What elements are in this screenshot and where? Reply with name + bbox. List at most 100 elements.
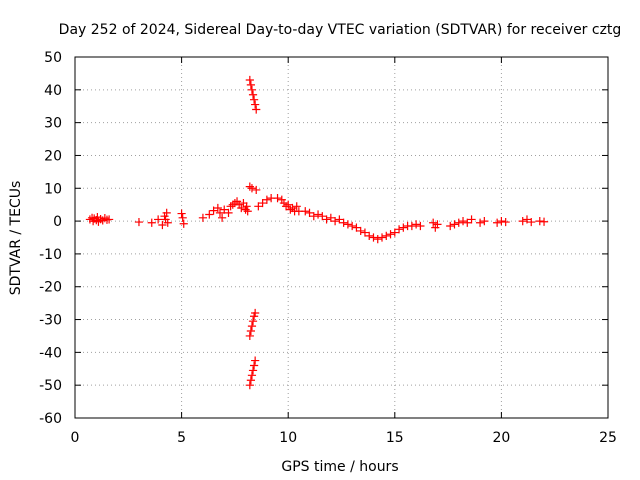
data-point [305,208,314,217]
data-point [497,216,506,226]
data-point [429,218,438,227]
data-point [252,185,261,195]
x-tick-label: 20 [492,430,510,446]
plot-frame [74,56,609,419]
data-point [246,326,255,336]
data-point [213,203,222,213]
data-point [147,218,156,227]
data-point [450,220,459,229]
data-point [215,208,225,217]
data-point [178,213,187,222]
data-point [309,212,318,221]
y-tick-label: 0 [53,214,62,230]
data-point [522,215,532,224]
data-point [284,200,293,209]
data-point [162,208,171,217]
y-tick-label: -30 [39,313,62,329]
data-point [339,218,348,227]
grid [75,57,608,418]
y-tick-label: 50 [44,50,62,66]
data-point [463,218,472,227]
data-point [386,230,395,239]
y-tick-label: 10 [44,181,62,197]
data-point [262,195,271,204]
data-point [251,356,260,365]
data-point [335,215,344,224]
data-point [518,216,527,226]
data-point [458,216,468,226]
y-tick-label: -60 [39,411,62,427]
data-point [177,209,186,218]
data-point [163,218,172,227]
data-point [273,194,282,203]
data-point [245,75,254,85]
y-tick-label: -50 [39,378,62,394]
data-point [249,312,259,321]
data-point [343,220,352,229]
data-point [356,226,365,236]
data-point [369,233,378,242]
y-tick-label: 40 [44,83,62,99]
y-tick-labels: 50 40 30 20 10 0 -10 -20 -30 -40 -50 -60 [39,50,62,427]
data-point [446,221,455,231]
x-tick-labels: 0 5 10 15 20 25 [71,430,617,446]
data-point [382,231,391,240]
data-points [85,75,549,390]
data-point [467,215,476,224]
x-axis-title: GPS time / hours [281,459,398,475]
data-point [254,202,263,211]
data-point [134,217,144,227]
data-point [493,218,502,227]
data-point [416,221,425,231]
data-point [237,203,246,213]
data-point [301,207,310,216]
data-point [377,233,387,242]
data-point [322,215,331,224]
data-point [331,216,340,226]
data-point [248,90,258,99]
data-point [352,223,361,232]
data-point [247,184,257,193]
data-point [249,95,259,104]
chart-title: Day 252 of 2024, Sidereal Day-to-day VTE… [59,22,622,38]
data-point [399,223,408,232]
data-point [198,213,208,222]
data-point [246,376,255,385]
data-point [179,219,188,228]
data-point [251,100,260,109]
data-point [245,331,254,341]
data-point [220,205,229,214]
data-point [360,228,370,237]
data-point [480,216,489,226]
data-point [243,207,252,216]
data-point [292,202,301,211]
data-point [394,225,404,234]
data-point [247,322,257,331]
y-tick-label: -40 [39,345,62,361]
data-point [245,381,254,390]
data-point [527,217,536,227]
data-point [248,317,258,326]
data-point [205,210,214,219]
data-point [209,206,218,215]
data-point [224,208,233,217]
data-point [247,371,257,380]
axis-ticks [74,56,609,419]
data-point [454,218,463,227]
data-point [501,217,510,227]
x-tick-label: 10 [279,430,297,446]
data-point [318,212,327,221]
data-point [373,235,382,244]
data-point [242,202,251,211]
data-point [154,215,163,224]
data-point [218,213,227,222]
y-tick-label: 30 [44,116,62,132]
data-point [475,218,485,227]
data-point [348,221,357,231]
data-point [158,220,167,230]
data-point [247,85,257,94]
data-point [407,221,416,231]
data-point [326,213,335,222]
data-point [539,217,549,226]
data-point [535,216,544,226]
